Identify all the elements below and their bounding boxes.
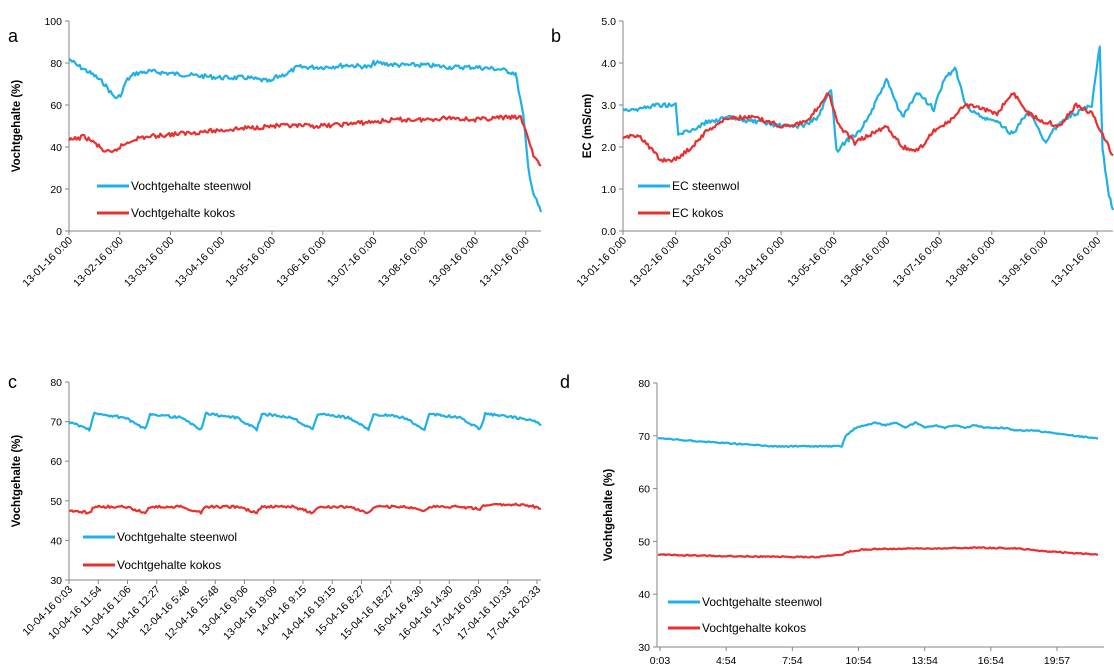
y-axis-title: EC (mS/cm) (582, 94, 594, 159)
y-tick-label: 60 (50, 100, 62, 112)
x-tick-label: 13-06-16 0:00 (274, 235, 329, 290)
series-line-kokos (68, 114, 542, 167)
x-tick-label: 13-10-16 0:00 (1049, 235, 1104, 290)
x-tick-label: 13-08-16 0:00 (943, 235, 998, 290)
legend-label: EC kokos (672, 206, 723, 220)
y-tick-label: 70 (50, 417, 62, 429)
legend-label: Vochtgehalte steenwol (702, 595, 822, 609)
y-tick-label: 80 (50, 377, 62, 389)
x-tick-label: 13-08-16 0:00 (376, 235, 431, 290)
x-tick-label: 0:03 (650, 655, 671, 667)
x-tick-label: 13-03-16 0:00 (680, 235, 735, 290)
x-tick-label: 13-09-16 0:00 (426, 235, 481, 290)
x-tick-label: 7:54 (782, 655, 803, 667)
panel-letter: b (551, 26, 561, 46)
series-line-kokos (68, 502, 542, 515)
y-tick-label: 40 (638, 589, 650, 601)
x-tick-label: 13-05-16 0:00 (785, 235, 840, 290)
panel-letter: a (8, 26, 19, 46)
x-tick-label: 13-09-16 0:00 (996, 235, 1051, 290)
y-tick-label: 80 (50, 58, 62, 70)
x-tick-label: 13-03-16 0:00 (122, 235, 177, 290)
x-tick-label: 19:57 (1044, 655, 1070, 667)
y-tick-label: 5.0 (601, 16, 616, 28)
series-line-steenwol (68, 411, 542, 432)
y-tick-label: 0.0 (601, 226, 616, 238)
x-tick-label: 13-07-16 0:00 (891, 235, 946, 290)
y-tick-label: 30 (638, 642, 650, 654)
panel-letter: c (8, 372, 17, 392)
y-axis-title: Vochtgehalte (%) (11, 435, 23, 528)
legend-label: Vochtgehalte kokos (117, 558, 221, 572)
chart-panel-b: b 0.0 1.0 2.0 3.0 4.0 5.0 13-01-16 0:0013-02-16… (551, 16, 1114, 290)
y-tick-label: 80 (638, 378, 650, 390)
x-tick-label: 13-02-16 0:00 (627, 235, 682, 290)
y-tick-label: 50 (638, 536, 650, 548)
legend-label: Vochtgehalte steenwol (117, 530, 237, 544)
x-tick-label: 10-04-16 0:03 (20, 584, 75, 639)
legend-label: Vochtgehalte steenwol (131, 179, 251, 193)
y-tick-label: 60 (50, 456, 62, 468)
y-tick-label: 40 (50, 142, 62, 154)
x-tick-label: 13-06-16 0:00 (838, 235, 893, 290)
y-tick-label: 60 (638, 484, 650, 496)
x-tick-label: 13-01-16 0:00 (20, 235, 75, 290)
y-tick-label: 20 (50, 184, 62, 196)
chart-panel-d: d 30 40 50 60 70 80 0:03 4:54 7:54 10:54 13:54 16:54… (560, 372, 1104, 667)
x-tick-label: 13-05-16 0:00 (223, 235, 278, 290)
y-tick-label: 3.0 (601, 100, 616, 112)
x-tick-label: 17-04-16 20:33 (484, 584, 543, 643)
x-tick-label: 13-02-16 0:00 (71, 235, 126, 290)
x-tick-label: 13-04-16 0:00 (732, 235, 787, 290)
series-line-kokos (622, 91, 1114, 163)
y-tick-label: 0 (56, 226, 62, 238)
y-tick-label: 1.0 (601, 184, 616, 196)
x-tick-label: 16:54 (978, 655, 1004, 667)
series-line-steenwol (68, 57, 543, 213)
y-tick-label: 40 (50, 535, 62, 547)
x-tick-label: 13-04-16 0:00 (173, 235, 228, 290)
series-line-kokos (657, 546, 1098, 559)
y-tick-label: 100 (44, 16, 62, 28)
y-tick-label: 50 (50, 496, 62, 508)
y-axis-title: Vochtgehalte (%) (11, 80, 23, 173)
y-tick-label: 70 (638, 431, 650, 443)
panel-letter: d (560, 372, 570, 392)
x-tick-label: 13-07-16 0:00 (325, 235, 380, 290)
legend-label: Vochtgehalte kokos (702, 621, 806, 635)
legend-label: EC steenwol (672, 179, 739, 193)
x-tick-label: 13-01-16 0:00 (574, 235, 629, 290)
x-tick-label: 13-10-16 0:00 (477, 235, 532, 290)
y-tick-label: 30 (50, 575, 62, 587)
y-axis-title: Vochtgehalte (%) (603, 469, 615, 562)
x-tick-label: 4:54 (716, 655, 737, 667)
series-line-steenwol (657, 421, 1098, 448)
y-tick-label: 2.0 (601, 142, 616, 154)
x-tick-label: 10:54 (845, 655, 871, 667)
y-tick-label: 4.0 (601, 58, 616, 70)
legend-label: Vochtgehalte kokos (131, 206, 235, 220)
x-tick-label: 13:54 (912, 655, 938, 667)
